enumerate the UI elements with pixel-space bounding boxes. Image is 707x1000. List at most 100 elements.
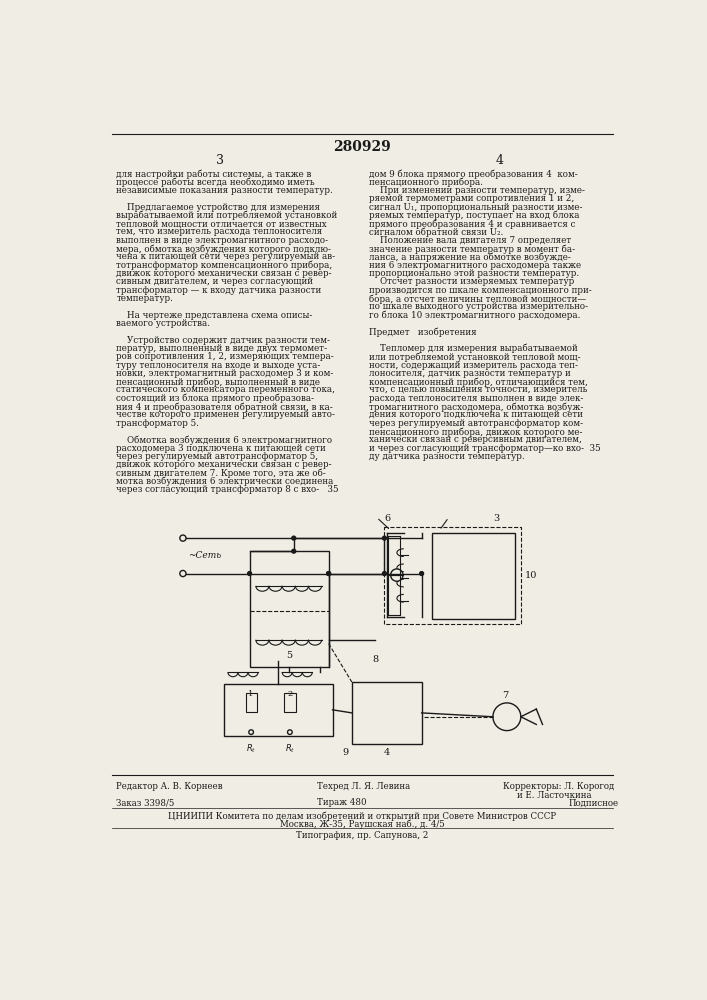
Text: движок которого механически связан с ревер-: движок которого механически связан с рев… (116, 269, 332, 278)
Text: тем, что измеритель расхода теплоносителя: тем, что измеритель расхода теплоносител… (116, 227, 322, 236)
Text: 6: 6 (385, 514, 390, 523)
Text: 5: 5 (286, 651, 292, 660)
Text: состоящий из блока прямого преобразова-: состоящий из блока прямого преобразова- (116, 394, 315, 403)
Text: 2: 2 (287, 690, 293, 698)
Circle shape (292, 536, 296, 540)
Text: Типография, пр. Сапунова, 2: Типография, пр. Сапунова, 2 (296, 831, 428, 840)
Circle shape (420, 572, 423, 575)
Text: ~Сеть: ~Сеть (187, 551, 221, 560)
Text: пенсационного прибора.: пенсационного прибора. (369, 178, 483, 187)
Text: 4: 4 (384, 748, 390, 757)
Text: прямого преобразования 4 и сравнивается с: прямого преобразования 4 и сравнивается … (369, 219, 575, 229)
Text: мотка возбуждения 6 электрически соединена: мотка возбуждения 6 электрически соедине… (116, 477, 334, 486)
Text: ности, содержащий измеритель расхода теп-: ности, содержащий измеритель расхода теп… (369, 361, 578, 370)
Text: и через согласующий трансформатор—ко вхо-  35: и через согласующий трансформатор—ко вхо… (369, 444, 600, 453)
Text: ров сопротивления 1, 2, измеряющих темпера-: ров сопротивления 1, 2, измеряющих темпе… (116, 352, 334, 361)
Text: туру теплоносителя на входе и выходе уста-: туру теплоносителя на входе и выходе уст… (116, 361, 321, 370)
Circle shape (327, 572, 331, 575)
Text: пенсационный прибор, выполненный в виде: пенсационный прибор, выполненный в виде (116, 377, 320, 387)
Text: процессе работы всегда необходимо иметь: процессе работы всегда необходимо иметь (116, 178, 315, 187)
Bar (385, 527, 521, 624)
Text: мера, обмотка возбуждения которого подклю-: мера, обмотка возбуждения которого подкл… (116, 244, 332, 254)
Text: дом 9 блока прямого преобразования 4  ком-: дом 9 блока прямого преобразования 4 ком… (369, 169, 578, 179)
Text: температур.: температур. (116, 294, 173, 303)
Bar (284, 693, 296, 712)
Text: 7: 7 (502, 691, 508, 700)
Text: 3: 3 (216, 154, 224, 167)
Text: бора, а отсчет величины тепловой мощности—: бора, а отсчет величины тепловой мощност… (369, 294, 586, 304)
Text: Положение вала двигателя 7 определяет: Положение вала двигателя 7 определяет (369, 236, 571, 245)
Bar (352, 682, 421, 744)
Text: компенсационный прибор, отличающийся тем,: компенсационный прибор, отличающийся тем… (369, 377, 588, 387)
Text: Тираж 480: Тираж 480 (317, 798, 367, 807)
Text: Устройство содержит датчик разности тем-: Устройство содержит датчик разности тем- (116, 336, 330, 345)
Text: чена к питающей сети через регулируемый ав-: чена к питающей сети через регулируемый … (116, 252, 335, 261)
Text: честве которого применен регулируемый авто-: честве которого применен регулируемый ав… (116, 410, 335, 419)
Text: сигнал U₁, пропорциональный разности изме-: сигнал U₁, пропорциональный разности изм… (369, 203, 583, 212)
Text: значение разности температур в момент ба-: значение разности температур в момент ба… (369, 244, 575, 254)
Text: ваемого устройства.: ваемого устройства. (116, 319, 210, 328)
Text: по шкале выходного устройства измерительно-: по шкале выходного устройства измеритель… (369, 302, 588, 311)
Text: ряемых температур, поступает на вход блока: ряемых температур, поступает на вход бло… (369, 211, 580, 220)
Text: расходомера 3 подключена к питающей сети: расходомера 3 подключена к питающей сети (116, 444, 326, 453)
Text: тепловой мощности отличается от известных: тепловой мощности отличается от известны… (116, 219, 327, 228)
Text: производится по шкале компенсационного при-: производится по шкале компенсационного п… (369, 286, 592, 295)
Text: ния 4 и преобразователя обратной связи, в ка-: ния 4 и преобразователя обратной связи, … (116, 402, 333, 412)
Text: Редактор А. В. Корнеев: Редактор А. В. Корнеев (116, 782, 223, 791)
Text: Предлагаемое устройство для измерения: Предлагаемое устройство для измерения (116, 203, 320, 212)
Text: ду датчика разности температур.: ду датчика разности температур. (369, 452, 525, 461)
Bar (250, 551, 329, 667)
Text: ния 6 электромагнитного расходомера также: ния 6 электромагнитного расходомера такж… (369, 261, 581, 270)
Text: Отсчет разности измеряемых температур: Отсчет разности измеряемых температур (369, 277, 574, 286)
Text: Заказ 3398/5: Заказ 3398/5 (116, 798, 175, 807)
Text: через согласующий трансформатор 8 с вхо-   35: через согласующий трансформатор 8 с вхо-… (116, 485, 339, 494)
Text: движок которого механически связан с ревер-: движок которого механически связан с рев… (116, 460, 332, 469)
Text: вырабатываемой или потребляемой установкой: вырабатываемой или потребляемой установк… (116, 211, 337, 220)
Circle shape (180, 535, 186, 541)
Text: независимые показания разности температур.: независимые показания разности температу… (116, 186, 333, 195)
Text: Подписное: Подписное (569, 798, 619, 807)
Text: что, с целью повышения точности, измеритель: что, с целью повышения точности, измерит… (369, 385, 588, 394)
Bar (246, 693, 257, 712)
Text: сивным двигателем, и через согласующий: сивным двигателем, и через согласующий (116, 277, 313, 286)
Text: пропорционально этой разности температур.: пропорционально этой разности температур… (369, 269, 579, 278)
Circle shape (247, 572, 252, 575)
Text: или потребляемой установкой тепловой мощ-: или потребляемой установкой тепловой мощ… (369, 352, 580, 362)
Text: статического компенсатора переменного тока,: статического компенсатора переменного то… (116, 385, 335, 394)
Text: расхода теплоносителя выполнен в виде элек-: расхода теплоносителя выполнен в виде эл… (369, 394, 583, 403)
Text: Предмет   изобретения: Предмет изобретения (369, 327, 477, 337)
Text: На чертеже представлена схема описы-: На чертеже представлена схема описы- (116, 311, 312, 320)
Text: дения которого подключена к питающей сети: дения которого подключена к питающей сет… (369, 410, 583, 419)
Text: При изменении разности температур, изме-: При изменении разности температур, изме- (369, 186, 585, 195)
Text: новки, электромагнитный расходомер 3 и ком-: новки, электромагнитный расходомер 3 и к… (116, 369, 334, 378)
Circle shape (391, 569, 403, 581)
Text: ряемой термометрами сопротивления 1 и 2,: ряемой термометрами сопротивления 1 и 2, (369, 194, 574, 203)
Circle shape (327, 572, 331, 575)
Text: ланса, а напряжение на обмотке возбужде-: ланса, а напряжение на обмотке возбужде- (369, 252, 571, 262)
Bar (432, 533, 515, 619)
Text: сигналом обратной связи U₂.: сигналом обратной связи U₂. (369, 227, 503, 237)
Circle shape (382, 536, 386, 540)
Circle shape (288, 730, 292, 734)
Circle shape (493, 703, 521, 731)
Text: $R_t$: $R_t$ (246, 742, 256, 755)
Bar (224, 684, 332, 736)
Text: ператур, выполненный в виде двух термомет-: ператур, выполненный в виде двух термоме… (116, 344, 327, 353)
Text: Москва, Ж-35, Раушская наб., д. 4/5: Москва, Ж-35, Раушская наб., д. 4/5 (279, 819, 444, 829)
Circle shape (180, 570, 186, 577)
Text: $R_t$: $R_t$ (285, 742, 295, 755)
Text: и Е. Ласточкина: и Е. Ласточкина (517, 791, 592, 800)
Text: Корректоры: Л. Корогод: Корректоры: Л. Корогод (503, 782, 614, 791)
Text: сивным двигателем 7. Кроме того, эта же об-: сивным двигателем 7. Кроме того, эта же … (116, 469, 326, 478)
Text: выполнен в виде электромагнитного расходо-: выполнен в виде электромагнитного расход… (116, 236, 328, 245)
Text: ЦНИИПИ Комитета по делам изобретений и открытий при Совете Министров СССР: ЦНИИПИ Комитета по делам изобретений и о… (168, 811, 556, 821)
Text: тромагнитного расходомера, обмотка возбуж-: тромагнитного расходомера, обмотка возбу… (369, 402, 583, 412)
Text: 3: 3 (493, 514, 500, 523)
Text: тотрансформатор компенсационного прибора,: тотрансформатор компенсационного прибора… (116, 261, 332, 270)
Text: Тепломер для измерения вырабатываемой: Тепломер для измерения вырабатываемой (369, 344, 578, 353)
Text: 9: 9 (343, 748, 349, 757)
Text: для настройки работы системы, а также в: для настройки работы системы, а также в (116, 169, 312, 179)
Text: трансформатор — к входу датчика разности: трансформатор — к входу датчика разности (116, 286, 322, 295)
Text: ханически связан с реверсивным двигателем,: ханически связан с реверсивным двигателе… (369, 435, 582, 444)
Circle shape (249, 730, 253, 734)
